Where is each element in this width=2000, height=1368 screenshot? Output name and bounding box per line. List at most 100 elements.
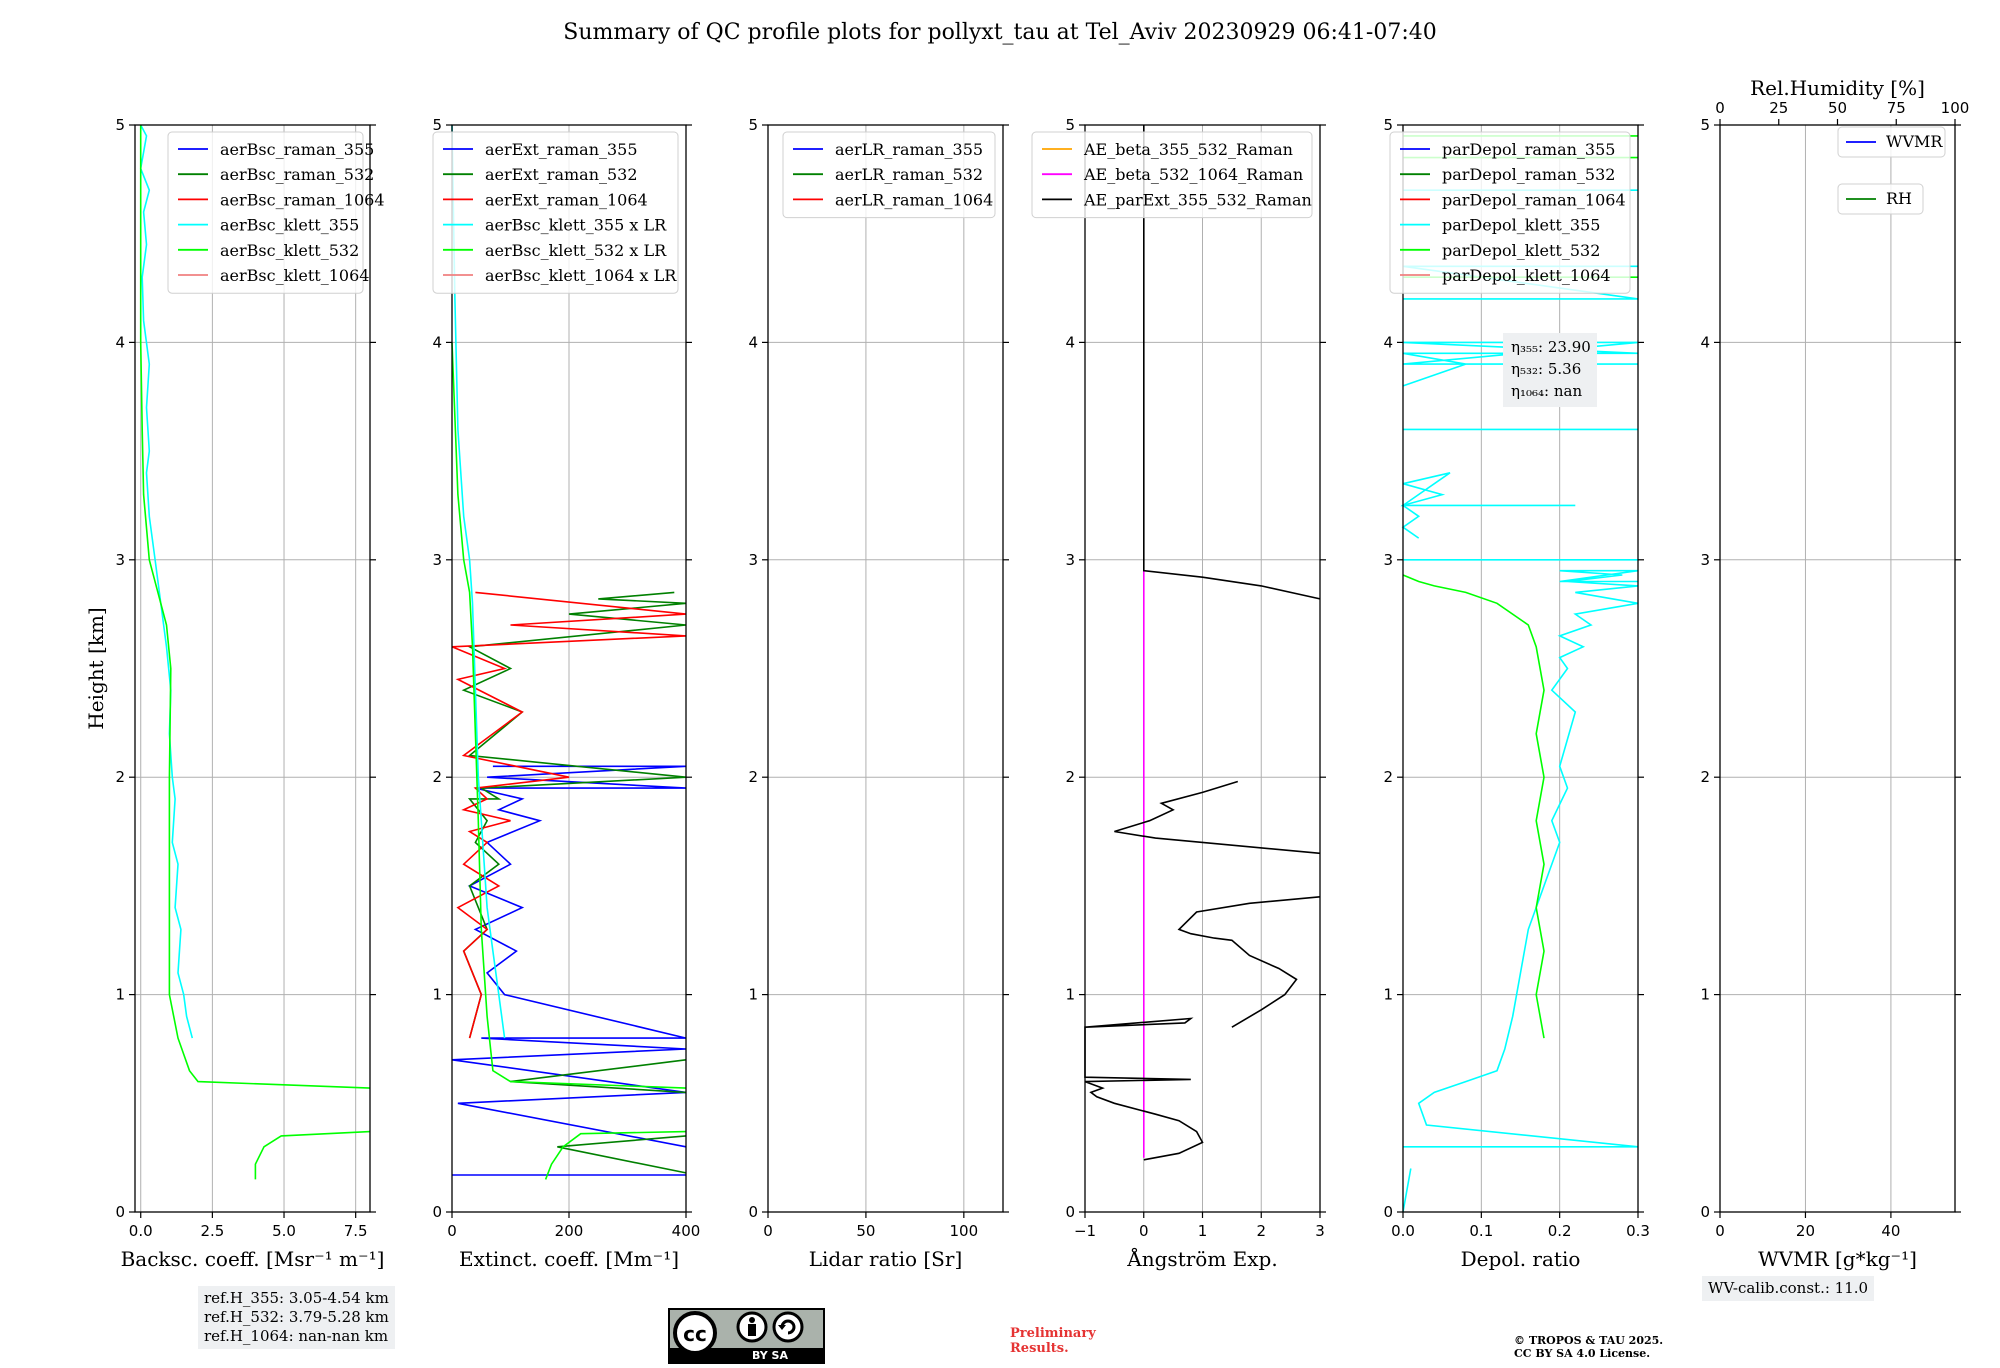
y-tick-label: 4	[1700, 333, 1710, 351]
legend-entry-label: aerBsc_klett_355 x LR	[485, 216, 667, 235]
y-tick-label: 5	[1065, 116, 1075, 134]
y-tick-label: 1	[748, 986, 758, 1004]
y-tick-label: 3	[748, 551, 758, 569]
y-tick-label: 5	[432, 116, 442, 134]
x-axis-label: WVMR [g*kg⁻¹]	[1758, 1247, 1917, 1271]
legend-entry-label: parDepol_raman_355	[1442, 140, 1615, 159]
x-tick-label: 3	[1315, 1222, 1325, 1240]
legend-entry-label: WVMR	[1886, 132, 1943, 151]
legend-box	[1837, 126, 1946, 158]
series-line-aerExt_raman_355	[451, 765, 687, 1176]
panel-backscatter: 0.0 2.5 5.0 7.5 0 1 2 3 4 5 Backsc. coeff. [Msr⁻¹ …	[84, 116, 385, 1271]
legend-entry-label: aerBsc_klett_1064	[220, 266, 369, 285]
legend-box	[782, 131, 996, 219]
wv-calibration-note: WV-calib.const.: 11.0	[1702, 1276, 1875, 1301]
y-tick-label: 4	[1065, 333, 1075, 351]
legend-entry-label: aerExt_raman_355	[485, 140, 638, 159]
legend-entry-label: aerBsc_klett_1064 x LR	[485, 266, 677, 285]
x-tick-label: 2	[1256, 1222, 1266, 1240]
depol-calibration-box	[1503, 333, 1597, 407]
attribution-person-icon	[736, 1311, 768, 1343]
y-tick-label: 3	[1383, 551, 1393, 569]
legend-entry-label: AE_parExt_355_532_Raman	[1083, 190, 1312, 209]
legend-entry-label: aerBsc_raman_1064	[220, 190, 385, 209]
series-line-aerExt_raman_1064	[451, 591, 687, 1039]
x-tick-label: 0.2	[1548, 1222, 1572, 1240]
x-tick-label: 0	[763, 1222, 773, 1240]
x-tick-label: 100	[950, 1222, 979, 1240]
axes-frame	[1719, 124, 1956, 1213]
legend-entry-label: aerExt_raman_1064	[485, 190, 648, 209]
x-axis-label: Extinct. coeff. [Mm⁻¹]	[459, 1247, 679, 1271]
x-tick-label: 1	[1198, 1222, 1208, 1240]
legend-entry-label: aerBsc_raman_355	[220, 140, 374, 159]
top-tick-label: 0	[1715, 99, 1725, 117]
series-line-aerBsc_klett_355	[139, 124, 194, 1039]
x-tick-label: 20	[1796, 1222, 1815, 1240]
y-tick-label: 1	[115, 986, 125, 1004]
top-axis-label: Rel.Humidity [%]	[1750, 76, 1925, 100]
x-tick-label: 0	[1715, 1222, 1725, 1240]
legend-entry-label: aerExt_raman_532	[485, 165, 638, 184]
y-tick-label: 3	[115, 551, 125, 569]
series-line-AE_parExt_355_532_Raman	[1084, 125, 1321, 1161]
panel-water_vapor: 0 20 40 0 1 2 3 4 5 WVMR [g*kg⁻¹] 0 25 50 75 100 Rel.Hu…	[1700, 76, 1969, 1271]
legend-entry-label: aerLR_raman_355	[835, 140, 983, 159]
legend-entry-label: parDepol_klett_1064	[1442, 266, 1611, 285]
copyright-note: © TROPOS & TAU 2025. CC BY SA 4.0 Licens…	[1514, 1334, 1664, 1360]
y-tick-label: 4	[748, 333, 758, 351]
panel-lidar_ratio: 0 50 100 0 1 2 3 4 5 Lidar ratio [Sr] aerLR_raman_…	[748, 116, 1009, 1271]
x-tick-label: −1	[1074, 1222, 1096, 1240]
series-line-aerBsc_klett_532 x LR	[451, 342, 687, 1180]
y-tick-label: 5	[115, 116, 125, 134]
x-tick-label: 7.5	[344, 1222, 368, 1240]
y-tick-label: 5	[1383, 116, 1393, 134]
y-tick-label: 2	[115, 768, 125, 786]
x-tick-label: 0	[1139, 1222, 1149, 1240]
legend-entry-label: aerBsc_klett_355	[220, 216, 359, 235]
y-tick-label: 1	[1383, 986, 1393, 1004]
y-tick-label: 5	[1700, 116, 1710, 134]
x-tick-label: 0.0	[129, 1222, 153, 1240]
x-tick-label: 40	[1881, 1222, 1900, 1240]
x-tick-label: 0.0	[1391, 1222, 1415, 1240]
y-tick-label: 4	[432, 333, 442, 351]
x-axis-label: Backsc. coeff. [Msr⁻¹ m⁻¹]	[121, 1247, 385, 1271]
y-tick-label: 0	[1383, 1203, 1393, 1221]
cc-by-sa-license-badge: cc BY SA	[668, 1308, 825, 1364]
y-tick-label: 1	[1065, 986, 1075, 1004]
x-tick-label: 200	[555, 1222, 584, 1240]
y-tick-label: 2	[1065, 768, 1075, 786]
license-badge-text: BY SA	[752, 1349, 789, 1362]
legend-entry-label: aerLR_raman_532	[835, 165, 983, 184]
x-tick-label: 2.5	[200, 1222, 224, 1240]
reference-height-note: ref.H_355: 3.05-4.54 km ref.H_532: 3.79-…	[198, 1286, 395, 1349]
depol-calibration-text: η₅₃₂: 5.36	[1511, 360, 1581, 378]
y-tick-label: 3	[1065, 551, 1075, 569]
legend-box	[1389, 131, 1631, 294]
x-axis-label: Lidar ratio [Sr]	[809, 1247, 963, 1271]
legend-box	[167, 131, 364, 294]
axes-frame	[134, 124, 371, 1213]
depol-calibration-text: η₃₅₅: 23.90	[1511, 338, 1591, 356]
legend-box	[1837, 183, 1924, 215]
y-tick-label: 0	[748, 1203, 758, 1221]
y-tick-label: 0	[1065, 1203, 1075, 1221]
legend-entry-label: RH	[1886, 189, 1912, 208]
y-tick-label: 5	[748, 116, 758, 134]
top-tick-label: 100	[1941, 99, 1970, 117]
y-tick-label: 0	[115, 1203, 125, 1221]
axes-frame	[1402, 124, 1639, 1213]
panel-extinction: 0 200 400 0 1 2 3 4 5 Extinct. coeff. [Mm⁻¹] aerEx…	[432, 116, 700, 1271]
y-tick-label: 1	[1700, 986, 1710, 1004]
legend-entry-label: aerLR_raman_1064	[835, 190, 993, 209]
legend-box	[1031, 131, 1313, 219]
legend-entry-label: AE_beta_532_1064_Raman	[1083, 165, 1303, 184]
y-tick-label: 0	[432, 1203, 442, 1221]
y-tick-label: 2	[432, 768, 442, 786]
legend-entry-label: aerBsc_klett_532	[220, 241, 359, 260]
x-axis-label: Ångström Exp.	[1126, 1246, 1277, 1271]
x-tick-label: 50	[856, 1222, 875, 1240]
panel-depolarization: 0.0 0.1 0.2 0.3 0 1 2 3 4 5 Depol. ratio parDepol_r…	[1383, 116, 1649, 1271]
